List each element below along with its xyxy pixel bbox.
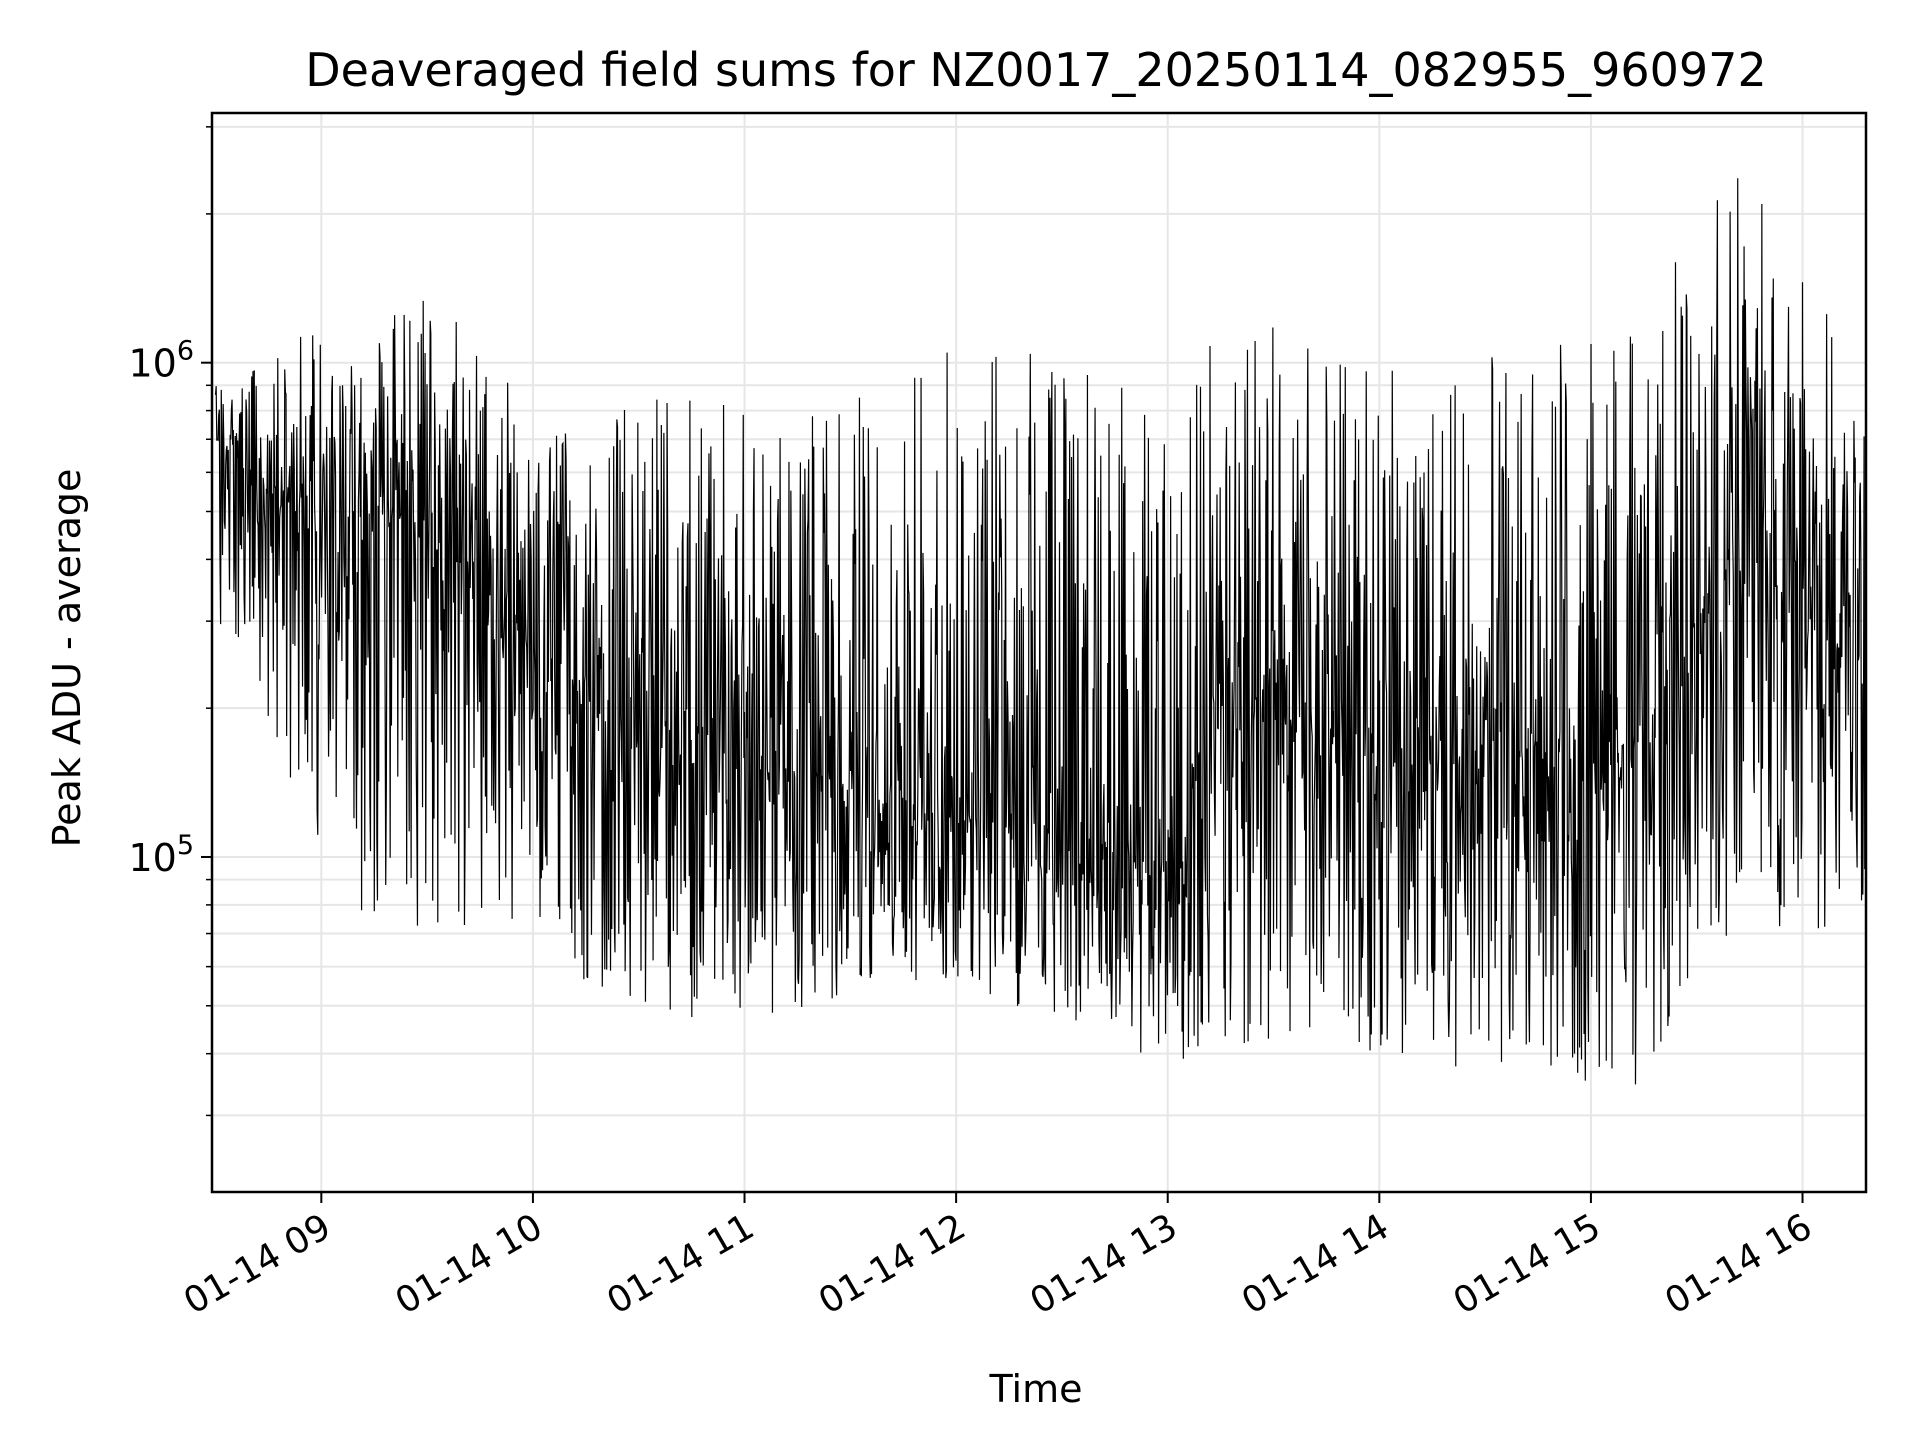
y-tick-label: 105 — [128, 830, 194, 880]
y-tick-label: 106 — [128, 336, 194, 386]
plot-frame — [210, 111, 1868, 1194]
series-layer — [214, 178, 1867, 1085]
series-line — [214, 178, 1867, 1085]
y-axis-label: Peak ADU - average — [45, 469, 89, 848]
chart-title: Deaveraged field sums for NZ0017_2025011… — [305, 43, 1766, 97]
x-axis-label: Time — [989, 1367, 1083, 1411]
